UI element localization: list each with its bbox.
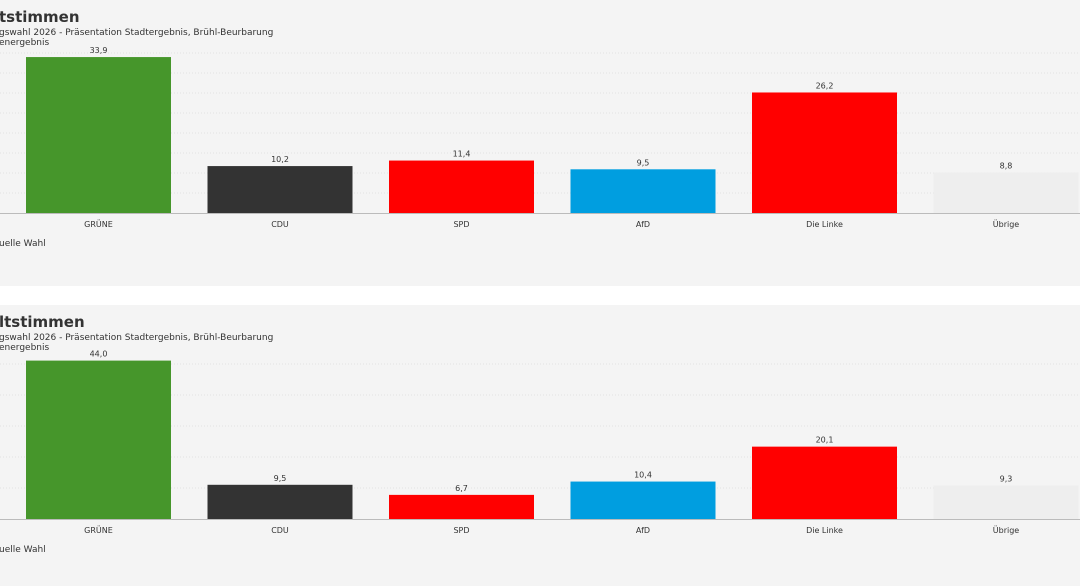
x-tick-label: SPD — [453, 220, 469, 229]
chart-footer-label[interactable]: uelle Wahl — [0, 545, 46, 555]
bar-übrige — [933, 172, 1079, 213]
bar-grüne — [26, 57, 171, 214]
x-tick-label: AfD — [636, 220, 650, 229]
data-label: 33,9 — [90, 46, 108, 55]
chart-panel-2: ltstimmen gswahl 2026 - Präsentation Sta… — [0, 305, 1080, 586]
x-tick-label: CDU — [271, 220, 289, 229]
data-label: 11,4 — [453, 150, 471, 159]
data-label: 10,2 — [271, 155, 289, 164]
x-tick-label: GRÜNE — [84, 219, 113, 229]
x-tick-label: AfD — [636, 526, 650, 535]
data-label: 10,4 — [634, 471, 652, 480]
bar-die-linke — [752, 92, 897, 213]
x-tick-label: Die Linke — [806, 526, 843, 535]
bar-cdu — [207, 166, 353, 213]
chart-title: tstimmen — [0, 8, 80, 26]
chart-title: ltstimmen — [0, 313, 85, 331]
x-tick-label: Übrige — [993, 525, 1020, 535]
data-label: 9,3 — [1000, 475, 1013, 484]
x-tick-label: GRÜNE — [84, 525, 113, 535]
bar-chart-1: 33,9 GRÜNE 10,2 CDU 11,4 SPD 9,5 AfD 26,2 Die Lin… — [0, 46, 1080, 229]
x-tick-label: SPD — [453, 526, 469, 535]
data-label: 8,8 — [1000, 162, 1013, 171]
chart-subtitle: gswahl 2026 - Präsentation Stadtergebnis… — [0, 333, 274, 343]
bar-die-linke — [752, 446, 897, 519]
x-tick-label: Die Linke — [806, 220, 843, 229]
data-label: 9,5 — [637, 158, 650, 167]
data-label: 20,1 — [816, 436, 834, 445]
chart-subtitle: gswahl 2026 - Präsentation Stadtergebnis… — [0, 28, 274, 38]
bar-spd — [389, 160, 534, 213]
bar-chart-2: 44,0 GRÜNE 9,5 CDU 6,7 SPD 10,4 AfD 20,1 Die Link… — [0, 350, 1080, 535]
data-label: 26,2 — [816, 81, 834, 90]
data-label: 9,5 — [274, 474, 287, 483]
chart-footer-label[interactable]: uelle Wahl — [0, 239, 46, 249]
data-label: 6,7 — [455, 484, 468, 493]
x-tick-label: Übrige — [993, 219, 1020, 229]
data-label: 44,0 — [90, 350, 108, 359]
bar-übrige — [933, 485, 1079, 519]
chart-subtitle-2: energebnis — [0, 343, 50, 353]
chart-subtitle-2: energebnis — [0, 38, 50, 48]
bar-grüne — [26, 360, 171, 519]
bar-spd — [389, 494, 534, 519]
bar-afd — [570, 169, 716, 213]
chart-panel-1: tstimmen gswahl 2026 - Präsentation Stad… — [0, 0, 1080, 286]
x-tick-label: CDU — [271, 526, 289, 535]
bar-afd — [570, 481, 716, 519]
bar-cdu — [207, 484, 353, 519]
